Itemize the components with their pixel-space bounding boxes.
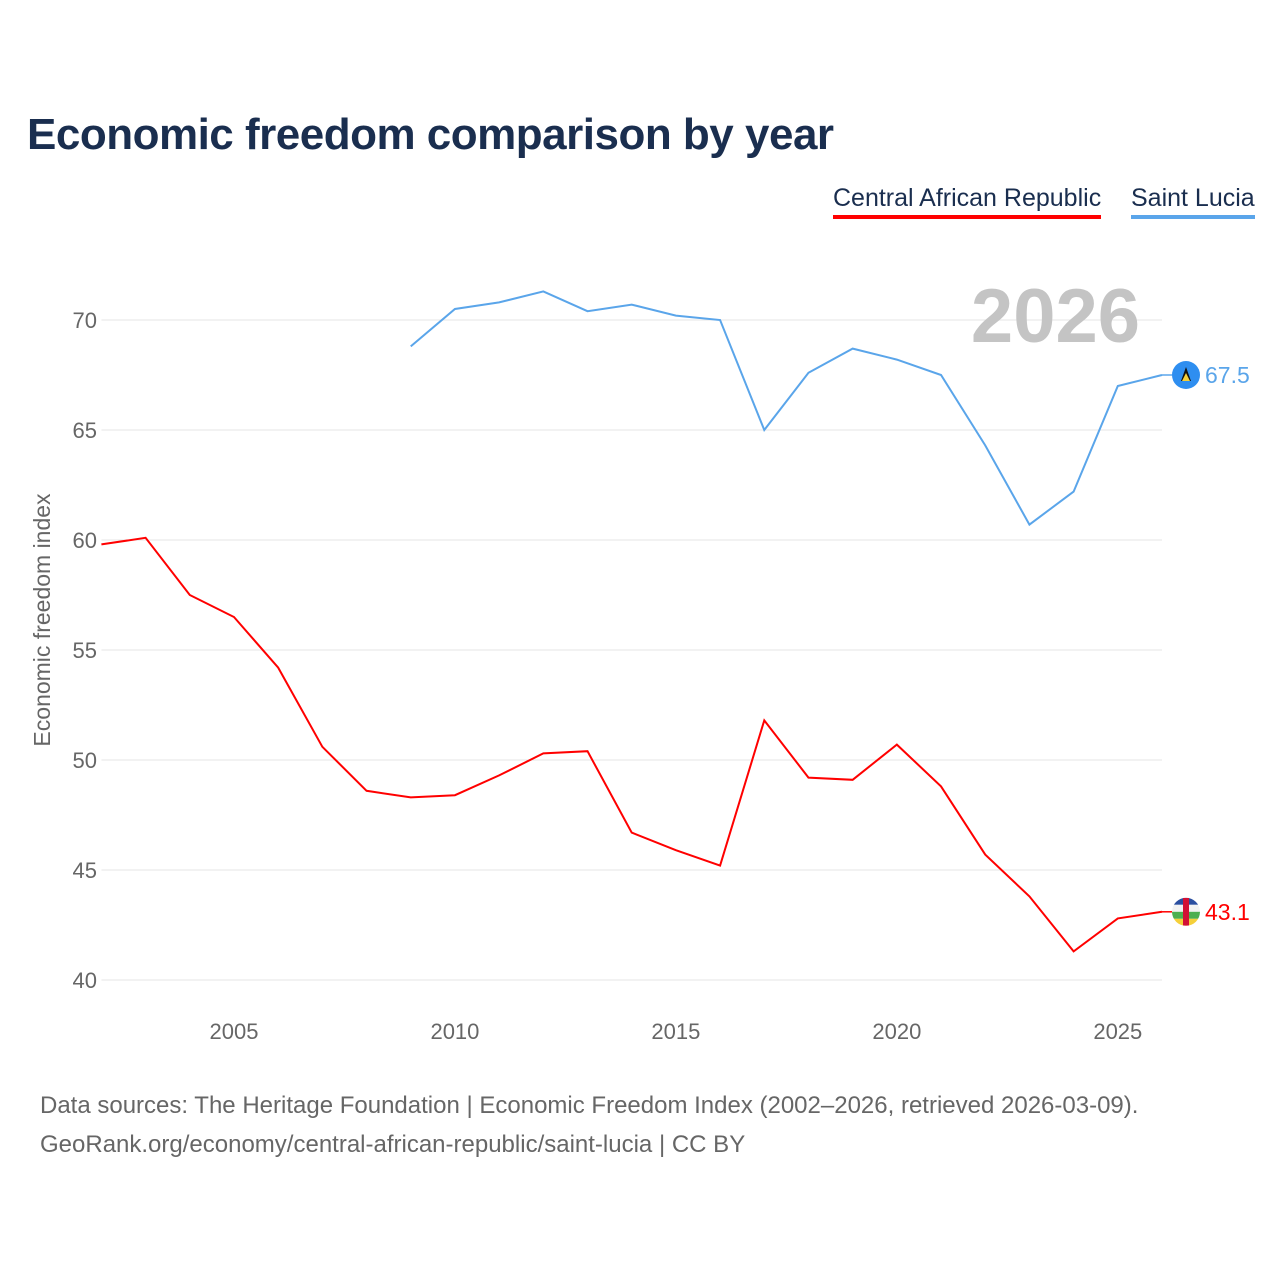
year-watermark: 2026	[971, 274, 1140, 359]
y-tick-label: 40	[73, 968, 97, 993]
y-tick-label: 45	[73, 858, 97, 883]
y-tick-label: 70	[73, 308, 97, 333]
legend-saint-lucia[interactable]: Saint Lucia	[1131, 184, 1255, 219]
y-tick-label: 60	[73, 528, 97, 553]
y-tick-label: 55	[73, 638, 97, 663]
flag-central-african-republic-icon	[1172, 897, 1200, 926]
y-tick-label: 50	[73, 748, 97, 773]
legend-central-african-republic[interactable]: Central African Republic	[833, 184, 1102, 219]
flag-triangle-yellow	[1182, 373, 1190, 381]
x-tick-label: 2025	[1093, 1019, 1142, 1044]
x-tick-label: 2005	[209, 1019, 258, 1044]
chart-title: Economic freedom comparison by year	[27, 110, 834, 159]
flag-stripes	[1172, 897, 1200, 926]
footer: Data sources: The Heritage Foundation | …	[40, 1086, 1138, 1164]
source-url[interactable]: GeoRank.org/economy/central-african-repu…	[40, 1131, 746, 1158]
flag-saint-lucia-icon	[1172, 361, 1200, 389]
y-axis-label: Economic freedom index	[29, 493, 55, 747]
x-tick-label: 2020	[872, 1019, 921, 1044]
series-line-saint-lucia	[410, 290, 1163, 527]
end-value-label: 67.5	[1205, 362, 1250, 388]
series-line-central-african-republic	[101, 536, 1163, 953]
y-tick-label: 65	[73, 418, 97, 443]
flag-vertical-band	[1183, 897, 1189, 926]
source-note: Data sources: The Heritage Foundation | …	[40, 1092, 1139, 1119]
x-tick-label: 2010	[430, 1019, 479, 1044]
x-tick-label: 2015	[651, 1019, 700, 1044]
end-value-label: 43.1	[1205, 899, 1250, 925]
